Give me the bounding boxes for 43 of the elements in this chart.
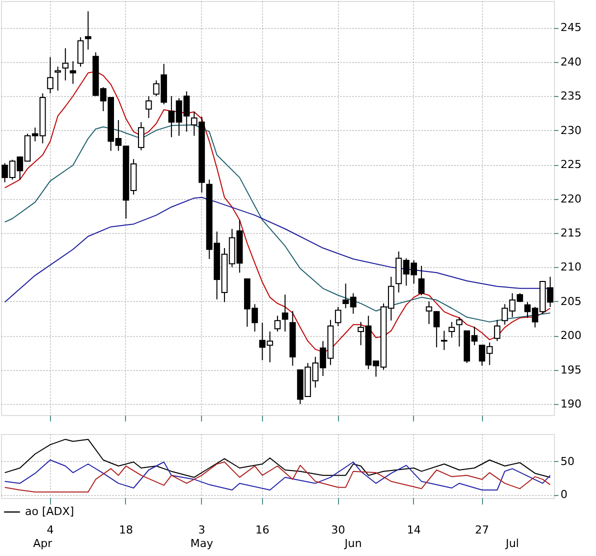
line-series (4, 438, 551, 478)
y-tick-label: 215 (560, 226, 582, 240)
candlestick (54, 66, 61, 92)
y-tick-label: 50 (560, 454, 574, 468)
x-tick-label: 16 (255, 524, 270, 536)
candlestick (456, 316, 462, 348)
candlestick (146, 96, 152, 119)
y-tick-label: 190 (560, 398, 582, 411)
candlestick (62, 48, 69, 81)
x-tick-label: 14 (406, 524, 421, 536)
y-tick-label: 0 (560, 488, 568, 502)
candlestick (418, 265, 425, 296)
x-tick-label: 18 (118, 524, 133, 536)
x-tick-label: 30 (331, 524, 346, 536)
candlestick (441, 330, 448, 350)
category-label: Jun (344, 537, 362, 550)
y-tick-label: 240 (560, 55, 582, 68)
candlestick (84, 10, 92, 50)
y-tick-label: 225 (560, 158, 582, 172)
category-label: Apr (33, 537, 53, 550)
category-label: Jul (504, 537, 519, 550)
y-tick-label: 230 (560, 124, 582, 137)
y-tick-label: 200 (560, 329, 582, 342)
y-tick-label: 235 (560, 90, 582, 103)
y-tick-label: 245 (560, 21, 582, 34)
legend-label: ао [ADX] (25, 505, 74, 518)
candlestick (70, 60, 76, 84)
candlestick (77, 36, 84, 68)
candlestick (47, 56, 54, 94)
candlestick (448, 321, 455, 338)
y-tick-label: 210 (560, 260, 582, 274)
candlestick (138, 122, 144, 151)
x-tick-label: 3 (198, 524, 206, 536)
y-tick-label: 195 (560, 363, 582, 376)
category-label: May (190, 537, 214, 550)
x-tick-label: 4 (46, 524, 54, 536)
candlestick (494, 319, 500, 342)
y-tick-label: 220 (560, 192, 582, 206)
y-tick-label: 205 (560, 294, 582, 308)
candlestick (274, 315, 281, 332)
candlestick (334, 306, 342, 327)
candlestick (282, 294, 288, 332)
x-tick-label: 27 (475, 524, 490, 536)
